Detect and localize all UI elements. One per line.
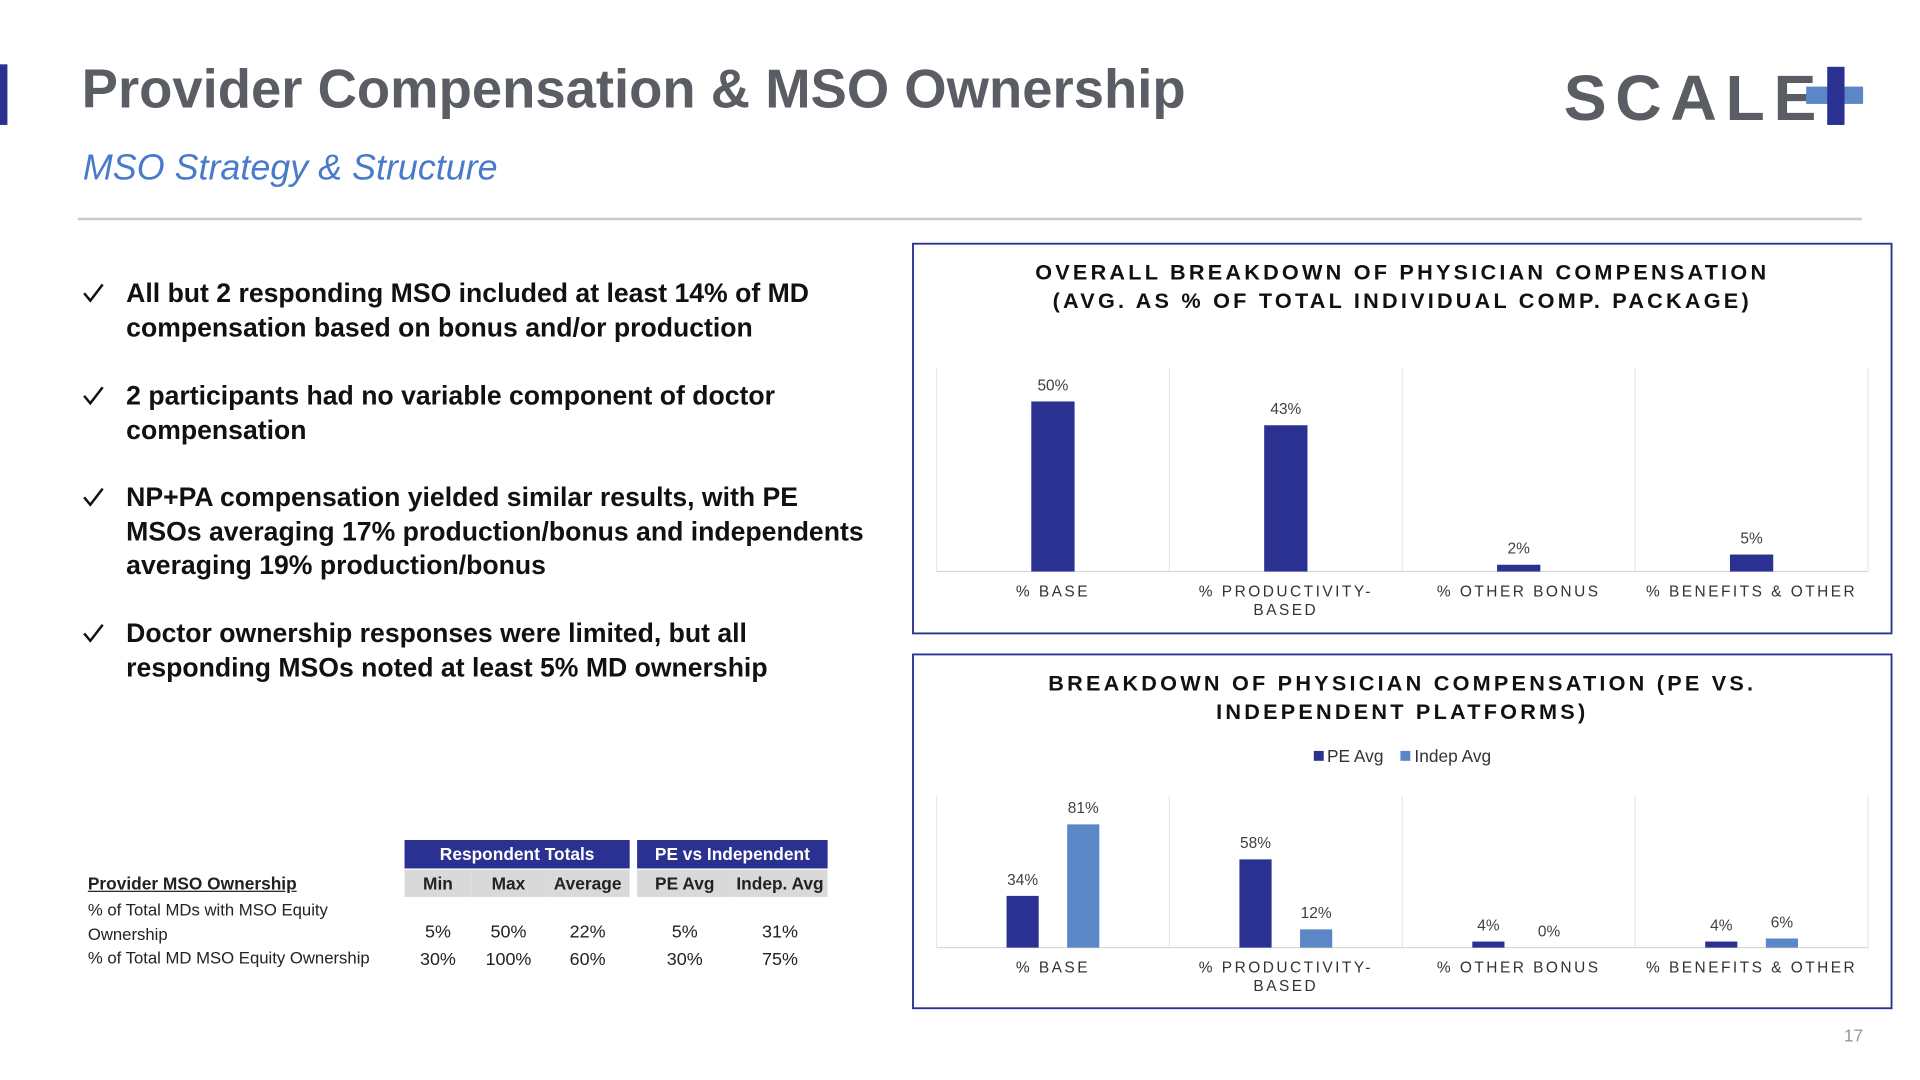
page-title: Provider Compensation & MSO Ownership: [81, 59, 1186, 120]
check-icon: [83, 623, 104, 643]
x-tick-label: % OTHER BONUS: [1436, 582, 1601, 600]
check-icon: [83, 487, 104, 507]
table-column-header: Min: [404, 869, 472, 897]
legend: PE Avg Indep Avg: [913, 746, 1892, 766]
bar: [1729, 554, 1774, 572]
table-row-label: % of Total MDs with MSO Equity Ownership: [87, 900, 328, 944]
bar: [1031, 401, 1075, 572]
value-label: 12%: [1301, 905, 1332, 922]
accent-bar: [0, 64, 8, 125]
x-tick-label: % BASE: [1015, 582, 1091, 600]
value-label: 58%: [1240, 835, 1271, 852]
table-cell: 5%: [424, 922, 451, 943]
bullet: All but 2 responding MSO included at lea…: [126, 278, 809, 343]
value-label: 4%: [1477, 917, 1500, 934]
value-label: 4%: [1710, 917, 1733, 934]
table-row-header: Provider MSO Ownership: [87, 873, 297, 894]
bar: [1300, 929, 1333, 948]
legend-label: PE Avg: [1326, 745, 1384, 766]
check-icon: [83, 386, 104, 406]
table-column-header: Average: [545, 869, 630, 897]
x-tick-label: % BASE: [1015, 958, 1091, 977]
x-tick-label: % PRODUCTIVITY-BASED: [1198, 958, 1373, 995]
table-cell: 100%: [485, 950, 532, 970]
table-column-header: Indep. Avg: [732, 869, 828, 897]
bar: [1497, 564, 1541, 572]
x-tick-label: % PRODUCTIVITY-BASED: [1198, 582, 1373, 619]
table-cell: 75%: [762, 950, 798, 970]
bar: [1765, 938, 1798, 948]
bullet: Doctor ownership responses were limited,…: [126, 618, 768, 683]
table-cell: 60%: [569, 950, 606, 970]
legend-item: PE Avg: [1313, 746, 1383, 766]
value-label: 5%: [1740, 530, 1763, 547]
bar: [1006, 895, 1039, 948]
bar: [1472, 941, 1505, 948]
bullet: NP+PA compensation yielded similar resul…: [126, 482, 864, 581]
table-cell: 30%: [666, 950, 703, 970]
chart-title: BREAKDOWN OF PHYSICIAN COMPENSATION (PE …: [1048, 670, 1757, 724]
table-cell: 31%: [762, 922, 798, 943]
logo-plus: [1806, 66, 1864, 125]
subtitle: MSO Strategy & Structure: [82, 148, 498, 189]
value-label: 2%: [1508, 541, 1531, 558]
value-label: 34%: [1007, 872, 1038, 889]
chart-frame: [912, 242, 1893, 635]
bar: [1067, 824, 1100, 948]
page-number: 17: [1843, 1025, 1864, 1046]
x-tick-label: % BENEFITS & OTHER: [1645, 582, 1858, 600]
x-tick-label: % OTHER BONUS: [1436, 958, 1601, 977]
legend-swatch: [1313, 750, 1324, 761]
bar: [1264, 425, 1308, 572]
table-row-label: % of Total MD MSO Equity Ownership: [87, 948, 370, 968]
logo: SCALE: [1563, 63, 1826, 135]
bar: [1705, 941, 1738, 948]
check-icon: [83, 283, 104, 303]
table-group-header: PE vs Independent: [637, 839, 828, 869]
value-label: 6%: [1771, 914, 1794, 931]
table-cell: 5%: [671, 922, 698, 943]
table-column-header: Max: [471, 869, 546, 897]
legend-item: Indep Avg: [1400, 745, 1492, 766]
value-label: 43%: [1270, 401, 1301, 418]
chart-title: OVERALL BREAKDOWN OF PHYSICIAN COMPENSAT…: [1035, 259, 1770, 313]
x-tick-label: % BENEFITS & OTHER: [1645, 958, 1858, 977]
table-cell: 50%: [490, 922, 527, 943]
table-column-header: PE Avg: [637, 869, 733, 897]
table-group-header: Respondent Totals: [404, 839, 630, 869]
bar: [1239, 859, 1272, 948]
table-cell: 30%: [419, 950, 456, 970]
value-label: 0%: [1538, 923, 1561, 940]
legend-swatch: [1400, 750, 1411, 761]
value-label: 81%: [1068, 800, 1099, 817]
chart-frame: [912, 653, 1893, 1010]
bullet: 2 participants had no variable component…: [126, 381, 775, 445]
table-cell: 22%: [569, 922, 606, 943]
divider: [77, 217, 1862, 221]
legend-label: Indep Avg: [1414, 745, 1492, 766]
value-label: 50%: [1037, 377, 1068, 394]
